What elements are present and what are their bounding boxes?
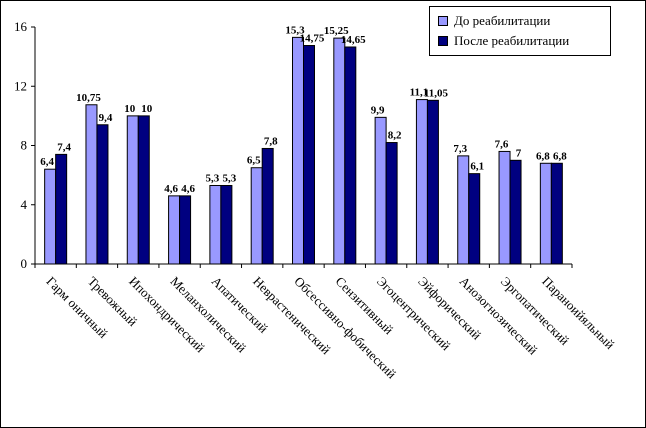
data-label-after: 9,4 bbox=[99, 112, 113, 124]
data-label-before: 5,3 bbox=[206, 172, 220, 184]
bar-before bbox=[457, 155, 470, 265]
bar-after bbox=[55, 153, 68, 265]
data-label-after: 7,8 bbox=[264, 135, 278, 147]
bar-after bbox=[303, 45, 315, 265]
category-label: Эгоцентрический bbox=[374, 274, 454, 354]
bar-before bbox=[44, 168, 57, 265]
data-label-after: 14,75 bbox=[300, 33, 325, 45]
y-tick-label: 4 bbox=[21, 197, 28, 212]
legend-swatch-after bbox=[438, 36, 448, 46]
y-tick-label: 8 bbox=[21, 138, 28, 153]
bar-before bbox=[126, 115, 139, 265]
category-label: Неврастенический bbox=[250, 274, 334, 358]
y-tick-label: 0 bbox=[21, 256, 28, 271]
category-label: Параноийяльный bbox=[539, 274, 617, 352]
data-label-after: 10 bbox=[141, 103, 153, 115]
legend: До реабилитации После реабилитации bbox=[429, 6, 611, 56]
bar-before bbox=[415, 99, 428, 265]
data-label-after: 5,3 bbox=[223, 172, 237, 184]
data-label-before: 11,1 bbox=[410, 87, 429, 99]
legend-item-before: До реабилитации bbox=[438, 13, 550, 29]
data-label-before: 15,3 bbox=[285, 24, 305, 36]
bar-after bbox=[385, 142, 398, 265]
legend-item-after: После реабилитации bbox=[438, 33, 569, 49]
bar-after bbox=[137, 115, 150, 265]
legend-swatch-before bbox=[438, 16, 448, 26]
bar-after bbox=[179, 195, 192, 265]
data-label-after: 11,05 bbox=[424, 87, 449, 99]
bar-before bbox=[374, 116, 387, 265]
bar-before bbox=[85, 104, 98, 265]
bar-before bbox=[250, 167, 263, 265]
data-label-before: 6,8 bbox=[536, 150, 550, 162]
data-label-before: 6,5 bbox=[247, 155, 261, 167]
bar-after bbox=[344, 46, 357, 265]
data-label-before: 10,75 bbox=[76, 92, 101, 104]
bar-after bbox=[96, 124, 109, 265]
data-label-before: 9,9 bbox=[371, 104, 385, 116]
data-label-after: 4,6 bbox=[181, 183, 195, 195]
data-label-before: 10 bbox=[124, 103, 136, 115]
data-label-after: 8,2 bbox=[388, 130, 402, 142]
data-label-after: 14,65 bbox=[341, 34, 366, 46]
bar-after bbox=[261, 147, 274, 265]
category-label: Ипохондрический bbox=[126, 274, 208, 356]
bar-before bbox=[292, 36, 304, 265]
bar-before bbox=[539, 162, 552, 265]
bar-before bbox=[498, 150, 511, 265]
bar-after bbox=[509, 159, 522, 265]
bar-before bbox=[333, 37, 346, 265]
y-tick-label: 16 bbox=[14, 19, 28, 34]
data-label-after: 7,4 bbox=[57, 141, 71, 153]
data-label-before: 15,25 bbox=[324, 25, 349, 37]
bar-after bbox=[550, 162, 563, 265]
bar-after bbox=[220, 184, 233, 265]
data-label-after: 7 bbox=[516, 147, 522, 159]
bar-after bbox=[426, 99, 439, 265]
legend-label-before: До реабилитации bbox=[454, 13, 551, 28]
category-label: Меланхолический bbox=[167, 274, 249, 356]
data-label-after: 6,1 bbox=[470, 161, 484, 173]
legend-label-after: После реабилитации bbox=[454, 33, 570, 48]
bar-before bbox=[168, 195, 181, 265]
data-label-before: 4,6 bbox=[164, 183, 178, 195]
y-tick-label: 12 bbox=[14, 78, 27, 93]
data-label-before: 7,3 bbox=[453, 143, 467, 155]
data-label-before: 7,6 bbox=[495, 138, 509, 150]
data-label-after: 6,8 bbox=[553, 150, 567, 162]
data-label-before: 6,4 bbox=[40, 156, 54, 168]
bar-after bbox=[468, 173, 481, 265]
bar-before bbox=[209, 184, 222, 265]
